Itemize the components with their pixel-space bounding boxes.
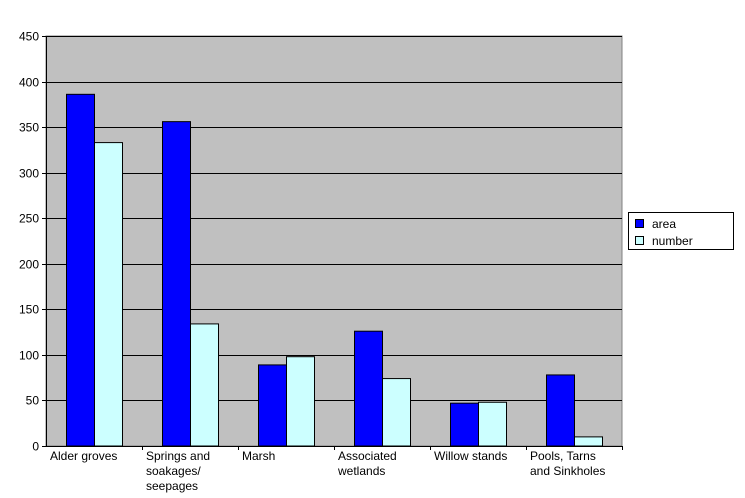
bar-number <box>94 142 123 447</box>
x-tick-label-line: soakages/ <box>146 464 201 478</box>
legend-swatch-area <box>635 219 644 229</box>
y-tick-label: 0 <box>32 440 39 454</box>
bar-number <box>478 401 507 447</box>
bar-area <box>546 374 575 447</box>
bar-area <box>354 330 383 447</box>
y-tick-label: 50 <box>26 394 40 408</box>
x-tick-label-line: and Sinkholes <box>530 464 606 478</box>
x-tick-label: Pools, Tarns and Sinkholes <box>530 449 620 479</box>
bar-number <box>286 356 315 447</box>
x-tick-label-line: Marsh <box>242 449 276 463</box>
x-tick-label-line: seepages <box>146 479 199 493</box>
legend-item-number: number <box>635 234 693 248</box>
bar-area <box>450 402 479 447</box>
x-tick-label: Springs and soakages/seepages <box>146 449 236 494</box>
bar-number <box>190 323 219 447</box>
legend-label-area: area <box>652 217 677 231</box>
x-tick-label-line: wetlands <box>338 464 386 478</box>
x-tick-label: Willow stands <box>434 449 524 464</box>
legend-swatch-number <box>635 236 644 246</box>
x-tick-label: Associated wetlands <box>338 449 428 479</box>
y-tick-label: 300 <box>19 167 39 181</box>
x-tick-label: Alder groves <box>50 449 140 464</box>
x-tick-label-line: Alder groves <box>50 449 118 463</box>
y-tick-label: 350 <box>19 121 39 135</box>
y-tick-label: 200 <box>19 258 39 272</box>
legend-item-area: area <box>635 217 676 231</box>
plot-area <box>45 35 623 447</box>
y-tick-label: 400 <box>19 76 39 90</box>
y-tick-label: 150 <box>19 303 39 317</box>
bar-area <box>66 93 95 447</box>
y-tick-label: 100 <box>19 349 39 363</box>
bar-area <box>162 121 191 447</box>
bar-area <box>258 364 287 447</box>
x-tick-label-line: Springs and <box>146 449 211 463</box>
x-tick-label-line: Willow stands <box>434 449 508 463</box>
legend-label-number: number <box>652 234 693 248</box>
y-tick-label: 450 <box>19 30 39 44</box>
x-tick-label: Marsh <box>242 449 332 464</box>
x-tick-label-line: Associated <box>338 449 397 463</box>
y-tick-label: 250 <box>19 212 39 226</box>
x-tick-label-line: Pools, Tarns <box>530 449 596 463</box>
bar-number <box>382 378 411 447</box>
bar-number <box>574 436 603 447</box>
legend: area number <box>628 212 734 250</box>
